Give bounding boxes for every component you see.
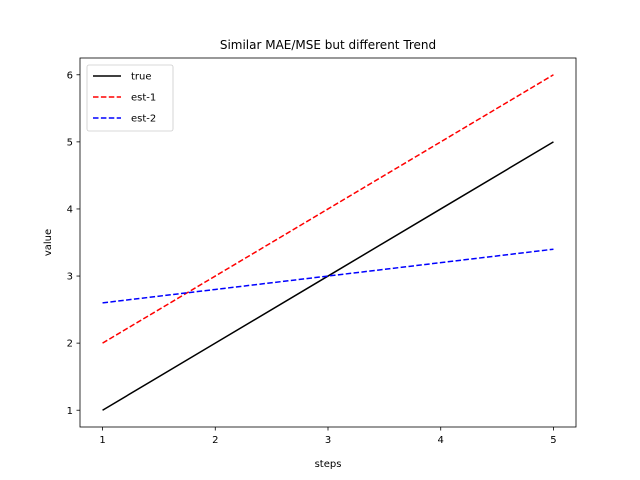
- x-tick-label: 5: [550, 435, 556, 446]
- x-tick-label: 4: [438, 435, 444, 446]
- x-tick-label: 2: [212, 435, 218, 446]
- series-line-est-1: [102, 74, 554, 344]
- x-tick-label: 1: [99, 435, 105, 446]
- chart-title: Similar MAE/MSE but different Trend: [220, 38, 436, 52]
- x-axis-label: steps: [315, 459, 342, 470]
- y-tick-label: 6: [67, 70, 73, 81]
- y-tick-label: 1: [67, 406, 73, 417]
- x-tick-label: 3: [325, 435, 331, 446]
- legend-label-est-2: est-2: [131, 114, 156, 125]
- legend: true est-1 est-2: [86, 64, 174, 132]
- x-axis: 1 2 3 4 5: [99, 427, 557, 446]
- legend-label-true: true: [131, 72, 152, 83]
- y-tick-label: 4: [67, 205, 73, 216]
- legend-box: [86, 64, 174, 132]
- y-tick-label: 3: [67, 272, 73, 283]
- y-tick-label: 2: [67, 339, 73, 350]
- y-tick-label: 5: [67, 137, 73, 148]
- series-layer: [102, 74, 554, 411]
- series-line-est-2: [102, 248, 554, 304]
- y-axis-label: value: [43, 229, 54, 256]
- y-axis: 1 2 3 4 5 6: [67, 70, 80, 417]
- legend-label-est-1: est-1: [131, 93, 156, 104]
- series-line-true: [102, 141, 554, 411]
